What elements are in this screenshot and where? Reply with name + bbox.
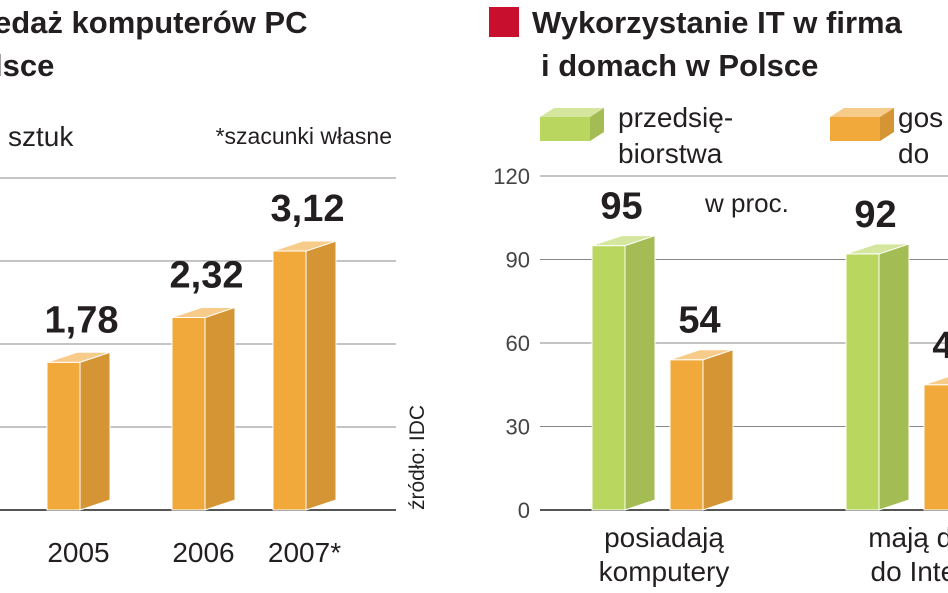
- legend-icon-top: [830, 108, 894, 117]
- bar-front: [845, 253, 880, 511]
- chart-title: edaż komputerów PC: [0, 5, 308, 40]
- text-line: gos: [898, 102, 943, 133]
- text-line: komputery: [599, 556, 730, 587]
- bar-top: [669, 349, 734, 361]
- source: źródło: IDC: [406, 405, 429, 510]
- unit-label: sztuk: [8, 121, 74, 152]
- category-label: posiadają komputery: [599, 522, 730, 587]
- chart-title: i domach w Polsce: [541, 48, 818, 83]
- legend-label: gos do: [898, 102, 943, 169]
- y-tick-label: 90: [506, 248, 530, 273]
- title-marker: [489, 7, 519, 37]
- note: *szacunki własne: [216, 123, 392, 149]
- legend-label: przedsię-biorstwa: [618, 102, 733, 169]
- value-label: 2,32: [170, 254, 244, 296]
- legend-icon: [830, 117, 880, 141]
- annotation: w proc.: [704, 188, 789, 218]
- bar: [272, 240, 337, 511]
- category-label: 2006: [172, 537, 234, 568]
- y-tick-label: 30: [506, 415, 530, 440]
- value-label: 1,78: [45, 299, 119, 341]
- y-tick-label: 120: [493, 164, 530, 189]
- bar-front: [171, 316, 206, 511]
- bar-side: [204, 306, 236, 511]
- bar-front: [923, 384, 948, 511]
- value-label: 3,12: [271, 188, 345, 230]
- text-line: mają do: [868, 522, 948, 553]
- value-label: 92: [854, 194, 896, 236]
- category-label: 2005: [47, 537, 109, 568]
- bar-front: [591, 245, 626, 511]
- bar-top: [923, 376, 948, 386]
- legend-icon-side: [590, 108, 604, 141]
- bar-side: [624, 234, 656, 511]
- bar-top: [46, 351, 111, 363]
- y-tick-label: 0: [518, 498, 530, 523]
- legend-icon-top: [540, 108, 604, 117]
- chart-title: Wykorzystanie IT w firma: [532, 5, 903, 40]
- bar-side: [79, 351, 111, 511]
- bar-front: [46, 361, 81, 511]
- y-tick-label: 60: [506, 331, 530, 356]
- bar: [669, 349, 734, 511]
- category-label: 2007*: [268, 537, 341, 568]
- legend-icon-side: [880, 108, 894, 141]
- text-line: przedsię-: [618, 102, 733, 133]
- chart-title: lsce: [0, 48, 54, 83]
- legend-icon: [540, 117, 590, 141]
- bar-top: [272, 240, 337, 252]
- category-label: mają dodo Inter: [868, 522, 948, 587]
- value-label: 54: [678, 300, 720, 342]
- text-line: posiadają: [604, 522, 724, 553]
- text-line: do Inter: [871, 556, 948, 587]
- bar-side: [878, 243, 910, 511]
- bar-side: [702, 349, 734, 511]
- text-line: do: [898, 138, 929, 169]
- bar-top: [171, 306, 236, 318]
- bar-front: [272, 250, 307, 511]
- bar: [46, 351, 111, 511]
- bar-top: [591, 235, 656, 247]
- value-label: 95: [600, 186, 642, 228]
- bar-side: [305, 240, 337, 511]
- bar: [591, 234, 656, 511]
- value-label: 45: [932, 325, 948, 367]
- bar: [171, 306, 236, 511]
- bar: [845, 243, 910, 511]
- bar-top: [845, 243, 910, 255]
- bar-front: [669, 359, 704, 511]
- bar: [923, 376, 948, 511]
- text-line: biorstwa: [618, 138, 723, 169]
